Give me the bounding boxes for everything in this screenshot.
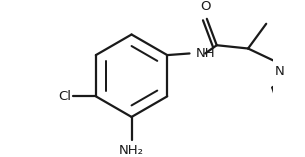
Text: O: O (200, 0, 210, 13)
Text: NH₂: NH₂ (119, 144, 144, 157)
Text: Cl: Cl (58, 90, 71, 103)
Text: NH: NH (195, 47, 215, 60)
Text: N: N (274, 65, 284, 78)
